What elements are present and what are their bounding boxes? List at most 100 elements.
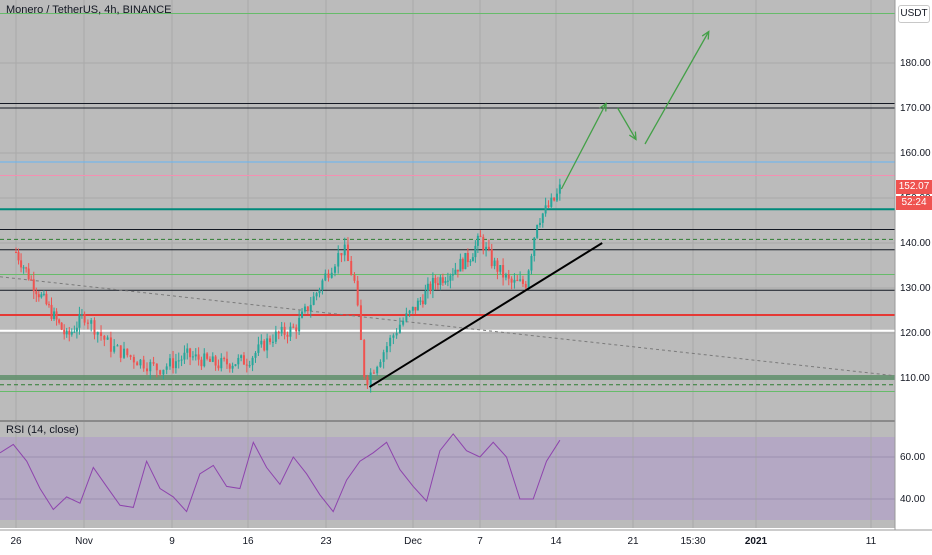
candle-body (30, 279, 33, 281)
candle-body (533, 237, 536, 256)
candle-body (333, 266, 336, 273)
candle-body (123, 348, 126, 358)
candle-body (536, 225, 539, 238)
rsi-line (0, 433, 561, 513)
candle-body (83, 314, 86, 323)
candle-body (186, 348, 189, 353)
candle-body (482, 236, 485, 251)
x-tick-label: 14 (550, 536, 562, 547)
candle-body (263, 340, 266, 351)
candle-body (15, 252, 17, 253)
candle-body (217, 365, 220, 369)
candle-body (411, 306, 414, 311)
projection-arrow-head (599, 102, 607, 112)
candle-body (474, 245, 477, 258)
candle-body (527, 270, 530, 288)
candle-body (502, 265, 505, 278)
candle-body (434, 277, 437, 284)
candle-body (558, 184, 561, 194)
candle-body (476, 235, 479, 246)
candle-body (194, 354, 197, 357)
candle-body (132, 356, 135, 363)
candle-body (106, 337, 109, 340)
candle-body (389, 337, 392, 347)
candle-body (86, 322, 89, 324)
candle-body (271, 341, 274, 343)
candle-body (469, 261, 472, 263)
candle-body (439, 277, 442, 286)
candle-body (200, 359, 203, 367)
candle-body (402, 320, 405, 325)
price-tick-label: 110.00 (900, 373, 930, 384)
rsi-title: RSI (14, close) (6, 424, 79, 436)
currency-button[interactable]: USDT (898, 5, 930, 23)
candle-body (47, 304, 50, 306)
x-tick-label: 16 (242, 536, 254, 547)
candle-body (550, 197, 553, 207)
candle-body (507, 274, 510, 279)
candle-body (405, 313, 408, 321)
candle-body (248, 365, 251, 367)
candle-body (70, 331, 73, 335)
candle-body (295, 327, 298, 332)
candle-body (519, 279, 522, 281)
candle-body (73, 331, 76, 333)
candle-body (350, 260, 353, 276)
candle-body (451, 273, 454, 276)
candle-body (42, 293, 45, 295)
candle-body (376, 366, 379, 374)
candle-body (471, 257, 474, 262)
candle-body (499, 265, 502, 272)
candle-body (53, 311, 56, 319)
x-tick-label: 11 (866, 536, 877, 547)
candle-body (289, 326, 292, 337)
price-tick-label: 120.00 (900, 328, 931, 339)
candle-body (58, 319, 61, 323)
candle-body (485, 246, 488, 251)
candle-body (251, 357, 254, 366)
candle-body (424, 290, 427, 305)
candle-body (490, 249, 493, 267)
candle-body (538, 222, 541, 226)
candle-body (96, 332, 99, 335)
candle-body (206, 353, 209, 359)
candle-body (321, 280, 324, 290)
candle-body (189, 348, 192, 358)
candle-body (172, 358, 175, 369)
candle-body (277, 331, 280, 334)
x-tick-label: 23 (320, 536, 332, 547)
candle-body (203, 353, 206, 367)
candle-body (22, 267, 25, 269)
candle-body (257, 344, 260, 353)
candle-body (93, 320, 96, 335)
candle-body (496, 260, 499, 272)
candle-body (292, 326, 295, 328)
candle-body (75, 327, 78, 332)
candle-body (456, 269, 459, 272)
candle-body (260, 340, 263, 345)
candle-body (466, 253, 469, 263)
candle-body (60, 322, 63, 330)
candle-body (441, 277, 444, 283)
trendline (368, 242, 603, 388)
x-tick-label: 9 (169, 536, 175, 547)
candle-body (301, 311, 304, 318)
projection-arrow-line (617, 107, 637, 140)
candle-body (363, 339, 366, 378)
candle-body (454, 269, 457, 274)
candle-body (100, 332, 103, 336)
candle-body (426, 283, 429, 291)
candle-body (524, 283, 527, 288)
candle-body (385, 346, 388, 353)
candle-body (436, 283, 439, 286)
candle-body (103, 335, 106, 340)
candle-body (90, 320, 93, 324)
candle-body (109, 337, 112, 352)
candle-body (35, 291, 38, 295)
candle-body (324, 273, 327, 281)
candle-body (429, 283, 432, 292)
candle-body (459, 258, 462, 272)
candle-body (78, 314, 81, 328)
